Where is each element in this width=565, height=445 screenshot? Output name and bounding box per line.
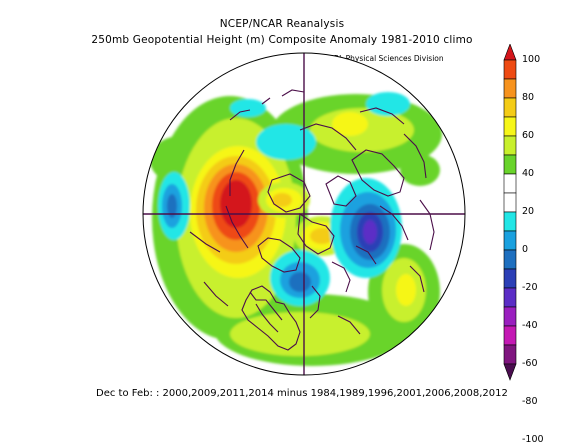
colorbar-cell [503, 287, 517, 308]
colorbar-cell [503, 192, 517, 213]
colorbar-cell [503, 268, 517, 289]
map-boundary [142, 52, 466, 376]
colorbar-label: -40 [522, 320, 538, 331]
colorbar-cell [503, 78, 517, 99]
credit-text: NOAA/ESRL Physical Sciences Division [300, 54, 444, 63]
colorbar-label: 100 [522, 54, 541, 65]
colorbar [503, 44, 517, 381]
colorbar-cell [503, 59, 517, 80]
colorbar-label: -60 [522, 358, 538, 369]
colorbar-label: 40 [522, 168, 535, 179]
colorbar-cell [503, 249, 517, 270]
crosshair-lines [143, 53, 465, 375]
colorbar-label: 20 [522, 206, 535, 217]
colorbar-label: -20 [522, 282, 538, 293]
colorbar-cell [503, 230, 517, 251]
colorbar-label: 80 [522, 92, 535, 103]
colorbar-cell [503, 97, 517, 118]
title-line-2: 250mb Geopotential Height (m) Composite … [91, 34, 473, 46]
colorbar-cell [503, 116, 517, 137]
colorbar-cell [503, 211, 517, 232]
colorbar-cap-bottom [503, 363, 517, 381]
colorbar-cell [503, 306, 517, 327]
colorbar-cell [503, 154, 517, 175]
coastlines [189, 89, 435, 351]
colorbar-cell [503, 344, 517, 365]
colorbar-label: -100 [522, 434, 544, 445]
title-line-1: NCEP/NCAR Reanalysis [219, 18, 345, 30]
colorbar-label: 60 [522, 130, 535, 141]
colorbar-label: -80 [522, 396, 538, 407]
colorbar-cap-top [503, 44, 517, 61]
colorbar-label: 0 [522, 244, 529, 255]
anomaly-field [143, 53, 465, 375]
colorbar-cell [503, 135, 517, 156]
colorbar-cell [503, 173, 517, 194]
colorbar-cell [503, 325, 517, 346]
footer-caption: Dec to Feb: : 2000,2009,2011,2014 minus … [96, 388, 508, 399]
